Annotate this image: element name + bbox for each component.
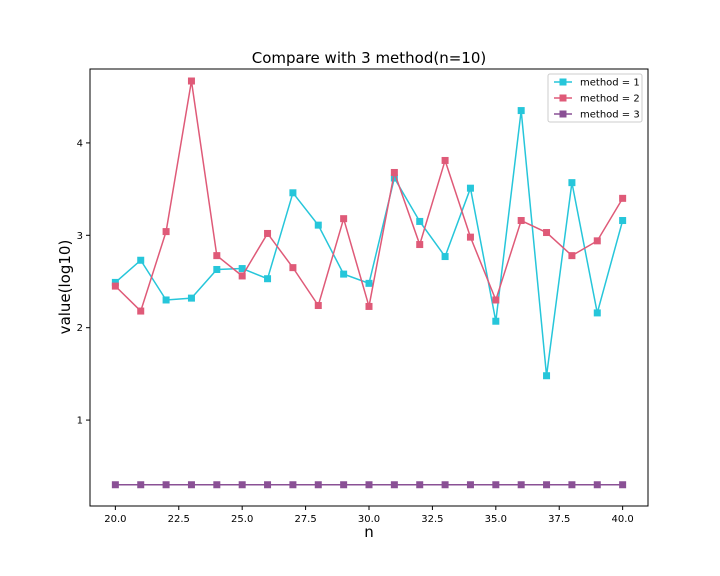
data-point bbox=[289, 189, 297, 197]
data-point bbox=[314, 221, 322, 229]
data-point bbox=[365, 279, 373, 287]
data-point bbox=[568, 252, 576, 260]
y-tick-label: 3 bbox=[77, 231, 83, 242]
legend: method = 1 method = 2 method = 3 bbox=[547, 73, 643, 123]
series-1 bbox=[111, 107, 627, 380]
data-point bbox=[593, 481, 601, 489]
data-point bbox=[111, 278, 119, 286]
data-point bbox=[517, 217, 525, 225]
data-point bbox=[264, 275, 272, 283]
x-tick-label: 32.5 bbox=[421, 514, 443, 525]
data-point bbox=[340, 215, 348, 223]
data-point bbox=[238, 265, 246, 273]
data-point bbox=[441, 481, 449, 489]
series-2 bbox=[111, 77, 627, 315]
x-axis-label: n bbox=[364, 523, 374, 541]
data-point bbox=[340, 481, 348, 489]
plot-area-frame bbox=[89, 68, 649, 507]
data-point bbox=[289, 264, 297, 272]
x-tick-label: 20.0 bbox=[104, 514, 126, 525]
data-point bbox=[492, 317, 500, 325]
data-point bbox=[593, 237, 601, 245]
data-point bbox=[492, 481, 500, 489]
data-point bbox=[416, 217, 424, 225]
data-point bbox=[213, 252, 221, 260]
data-point bbox=[314, 302, 322, 310]
data-point bbox=[162, 296, 170, 304]
x-axis-ticks: 20.0 22.5 25.0 27.5 30.0 32.5 35.0 37.5 40.0 bbox=[104, 506, 634, 525]
data-point bbox=[365, 302, 373, 310]
data-point bbox=[390, 168, 398, 176]
data-point bbox=[238, 272, 246, 280]
data-point bbox=[543, 481, 551, 489]
data-point bbox=[466, 233, 474, 241]
data-point bbox=[466, 481, 474, 489]
data-point bbox=[390, 481, 398, 489]
data-point bbox=[213, 481, 221, 489]
data-point bbox=[517, 481, 525, 489]
data-point bbox=[213, 265, 221, 273]
data-point bbox=[568, 481, 576, 489]
data-point bbox=[340, 270, 348, 278]
data-point bbox=[289, 481, 297, 489]
data-point bbox=[365, 481, 373, 489]
y-axis-ticks: 1 2 3 4 bbox=[77, 138, 90, 427]
data-point bbox=[619, 194, 627, 202]
x-tick-label: 37.5 bbox=[548, 514, 570, 525]
data-point bbox=[137, 307, 145, 315]
data-point bbox=[137, 481, 145, 489]
legend-box bbox=[547, 73, 643, 123]
data-point bbox=[264, 481, 272, 489]
data-point bbox=[619, 481, 627, 489]
data-point bbox=[137, 256, 145, 264]
legend-label: method = 2 bbox=[580, 94, 640, 105]
data-point bbox=[162, 228, 170, 236]
y-tick-label: 1 bbox=[77, 416, 83, 427]
legend-swatch-marker bbox=[559, 94, 567, 102]
x-tick-label: 22.5 bbox=[168, 514, 190, 525]
data-point bbox=[593, 309, 601, 317]
series-3 bbox=[111, 481, 627, 489]
data-point bbox=[111, 481, 119, 489]
data-point bbox=[517, 107, 525, 115]
data-point bbox=[492, 296, 500, 304]
data-point bbox=[187, 294, 195, 302]
x-tick-label: 35.0 bbox=[485, 514, 507, 525]
data-point bbox=[619, 217, 627, 225]
data-point bbox=[187, 77, 195, 85]
y-tick-label: 4 bbox=[77, 138, 83, 149]
y-tick-label: 2 bbox=[77, 323, 83, 334]
legend-label: method = 3 bbox=[580, 110, 640, 121]
data-point bbox=[441, 253, 449, 261]
legend-swatch-marker bbox=[559, 110, 567, 118]
data-point bbox=[416, 241, 424, 249]
x-tick-label: 30.0 bbox=[358, 514, 380, 525]
x-tick-label: 25.0 bbox=[231, 514, 253, 525]
data-point bbox=[390, 174, 398, 182]
data-point bbox=[162, 481, 170, 489]
x-tick-label: 27.5 bbox=[294, 514, 316, 525]
data-point bbox=[111, 282, 119, 290]
data-point bbox=[264, 229, 272, 237]
legend-label: method = 1 bbox=[580, 78, 640, 89]
chart-title: Compare with 3 method(n=10) bbox=[252, 49, 487, 67]
y-axis-label: value(log10) bbox=[56, 240, 74, 335]
x-tick-label: 40.0 bbox=[612, 514, 634, 525]
data-point bbox=[543, 372, 551, 380]
data-point bbox=[416, 481, 424, 489]
data-point bbox=[441, 156, 449, 164]
legend-swatch-marker bbox=[559, 78, 567, 86]
data-point bbox=[314, 481, 322, 489]
data-point bbox=[187, 481, 195, 489]
data-point bbox=[466, 184, 474, 192]
data-point bbox=[543, 229, 551, 237]
data-point bbox=[568, 179, 576, 187]
data-point bbox=[238, 481, 246, 489]
series-layer bbox=[111, 77, 627, 489]
